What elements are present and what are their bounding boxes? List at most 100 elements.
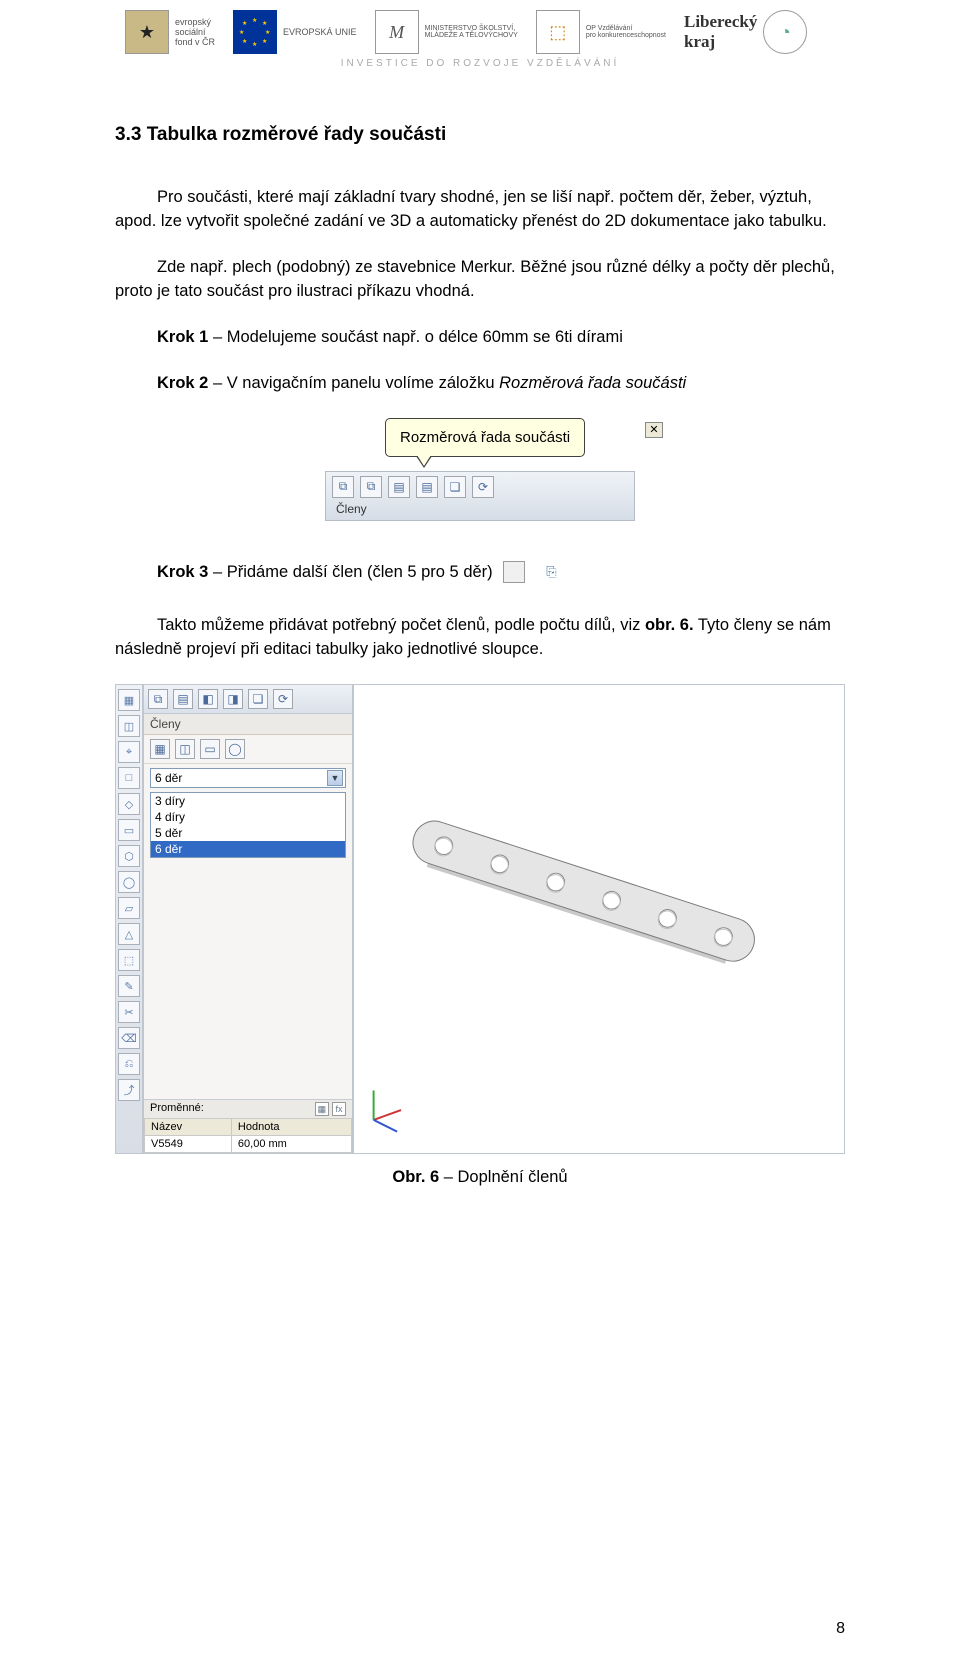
caption-rest: – Doplnění členů <box>439 1168 567 1186</box>
logo-esf: ★ evropský sociální fond v ČR <box>125 10 215 54</box>
krok2-pre: – V navigačním panelu volíme záložku <box>208 374 499 392</box>
logo-msmt-l1: MINISTERSTVO ŠKOLSTVÍ, <box>425 25 518 32</box>
app-screenshot-figure: ▦◫⌖□◇▭⬡◯▱△⬚✎✂⌫⎌⤴ ⧉▤◧◨❏⟳ Členy ▦◫▭◯ 6 děr… <box>115 684 845 1154</box>
para3-a: Takto můžeme přidávat potřebný počet čle… <box>157 616 645 634</box>
krok3-label: Krok 3 <box>157 563 208 581</box>
tb-icon-2[interactable]: ⧉ <box>360 476 382 498</box>
member-combo[interactable]: 6 děr ▼ <box>150 768 346 788</box>
logo-lib-l1: Liberecký <box>684 12 757 31</box>
model-canvas[interactable] <box>353 684 845 1154</box>
tooltip-text: Rozměrová řada součásti <box>400 429 570 446</box>
para3-bold: obr. 6. <box>645 616 694 634</box>
krok3-text: – Přidáme další člen (člen 5 pro 5 děr) <box>208 563 492 581</box>
list-item[interactable]: 3 díry <box>151 793 345 809</box>
vtoolbar-icon-14[interactable]: ⎌ <box>118 1053 140 1075</box>
lp-top-icon-1[interactable]: ▤ <box>173 689 193 709</box>
vtoolbar-icon-0[interactable]: ▦ <box>118 689 140 711</box>
vtoolbar-icon-3[interactable]: □ <box>118 767 140 789</box>
list-item[interactable]: 5 děr <box>151 825 345 841</box>
logo-op-l1: OP Vzdělávání <box>586 25 666 32</box>
vertical-toolbar: ▦ ◫ ⌖ □ ◇ ▭ ⬡ ◯ ▱ △ ⬚ ✎ ✂ ⌫ ⎌ ⤴ <box>115 684 143 1154</box>
var-name-cell: V5549 <box>145 1136 232 1153</box>
tb-icon-3[interactable]: ▤ <box>388 476 410 498</box>
krok2-italic: Rozměrová řada součásti <box>499 374 686 392</box>
var-th-name: Název <box>145 1119 232 1136</box>
paragraph-3: Takto můžeme přidávat potřebný počet čle… <box>115 614 845 662</box>
var-value-cell: 60,00 mm <box>231 1136 351 1153</box>
krok2-label: Krok 2 <box>157 374 208 392</box>
tooltip-toolbar: ⧉ ⧉ ▤ ▤ ❏ ⟳ Členy <box>325 471 635 521</box>
variables-label: Proměnné: <box>150 1102 204 1116</box>
add-member-icon[interactable]: ⎘ <box>503 561 525 583</box>
krok2-line: Krok 2 – V navigačním panelu volíme zálo… <box>115 372 845 396</box>
paragraph-2: Zde např. plech (podobný) ze stavebnice … <box>115 258 835 300</box>
lp-row-icon-2[interactable]: ▭ <box>200 739 220 759</box>
krok1-label: Krok 1 <box>157 328 208 346</box>
logo-op-l2: pro konkurenceschopnost <box>586 32 666 39</box>
table-row[interactable]: V5549 60,00 mm <box>145 1136 352 1153</box>
header-logo-strip: ★ evropský sociální fond v ČR ★★ ★★ ★★ ★… <box>115 10 845 54</box>
paragraph-1: Pro součásti, které mají základní tvary … <box>115 188 827 230</box>
lp-top-icon-2[interactable]: ◧ <box>198 689 218 709</box>
lp-bottom: Proměnné: ▦ fx Název Hodnota V5549 60,00… <box>144 1099 352 1153</box>
vtoolbar-icon-4[interactable]: ◇ <box>118 793 140 815</box>
tb-icon-5[interactable]: ❏ <box>444 476 466 498</box>
lp-section-label: Členy <box>144 714 352 735</box>
tooltip-bubble: Rozměrová řada součásti <box>385 418 585 457</box>
var-icon-2[interactable]: fx <box>332 1102 346 1116</box>
tb-icon-6[interactable]: ⟳ <box>472 476 494 498</box>
logo-esf-l2: sociální <box>175 27 215 37</box>
vtoolbar-icon-10[interactable]: ⬚ <box>118 949 140 971</box>
logo-eu: ★★ ★★ ★★ ★★ EVROPSKÁ UNIE <box>233 10 357 54</box>
lp-top-icon-4[interactable]: ❏ <box>248 689 268 709</box>
tb-icon-1[interactable]: ⧉ <box>332 476 354 498</box>
vtoolbar-icon-5[interactable]: ▭ <box>118 819 140 841</box>
var-icon-1[interactable]: ▦ <box>315 1102 329 1116</box>
lp-top-icons: ⧉▤◧◨❏⟳ <box>144 685 352 714</box>
logo-esf-l3: fond v ČR <box>175 37 215 47</box>
var-th-value: Hodnota <box>231 1119 351 1136</box>
combo-dropdown-icon[interactable]: ▼ <box>327 770 343 786</box>
vtoolbar-icon-11[interactable]: ✎ <box>118 975 140 997</box>
caption-bold: Obr. 6 <box>392 1168 439 1186</box>
krok3-line: Krok 3 – Přidáme další člen (člen 5 pro … <box>115 561 845 585</box>
lp-top-icon-3[interactable]: ◨ <box>223 689 243 709</box>
vtoolbar-icon-15[interactable]: ⤴ <box>118 1079 140 1101</box>
tb-icon-4[interactable]: ▤ <box>416 476 438 498</box>
vtoolbar-icon-7[interactable]: ◯ <box>118 871 140 893</box>
invest-tagline: INVESTICE DO ROZVOJE VZDĚLÁVÁNÍ <box>115 58 845 69</box>
vtoolbar-icon-6[interactable]: ⬡ <box>118 845 140 867</box>
logo-msmt-l2: MLÁDEŽE A TĚLOVÝCHOVY <box>425 32 518 39</box>
lp-top-icon-0[interactable]: ⧉ <box>148 689 168 709</box>
left-panel: ⧉▤◧◨❏⟳ Členy ▦◫▭◯ 6 děr ▼ 3 díry4 díry5 … <box>143 684 353 1154</box>
variables-table: Název Hodnota V5549 60,00 mm <box>144 1118 352 1153</box>
logo-liberecky: Liberecký kraj ◔ <box>684 10 807 54</box>
krok1-text: – Modelujeme součást např. o délce 60mm … <box>208 328 623 346</box>
lp-row-icon-3[interactable]: ◯ <box>225 739 245 759</box>
vtoolbar-icon-2[interactable]: ⌖ <box>118 741 140 763</box>
lp-row-icons: ▦◫▭◯ <box>144 735 352 764</box>
tooltip-close-button[interactable]: ✕ <box>645 422 663 438</box>
vtoolbar-icon-8[interactable]: ▱ <box>118 897 140 919</box>
page-number: 8 <box>836 1620 845 1638</box>
vtoolbar-icon-9[interactable]: △ <box>118 923 140 945</box>
logo-op: ⬚ OP Vzdělávání pro konkurenceschopnost <box>536 10 666 54</box>
member-listbox[interactable]: 3 díry4 díry5 děr6 děr <box>150 792 346 858</box>
logo-eu-label: EVROPSKÁ UNIE <box>283 27 357 37</box>
vtoolbar-icon-13[interactable]: ⌫ <box>118 1027 140 1049</box>
logo-lib-l2: kraj <box>684 32 715 51</box>
lp-row-icon-1[interactable]: ◫ <box>175 739 195 759</box>
krok1-line: Krok 1 – Modelujeme součást např. o délc… <box>115 326 845 350</box>
vtoolbar-icon-12[interactable]: ✂ <box>118 1001 140 1023</box>
list-item[interactable]: 4 díry <box>151 809 345 825</box>
lp-top-icon-5[interactable]: ⟳ <box>273 689 293 709</box>
lp-row-icon-0[interactable]: ▦ <box>150 739 170 759</box>
tooltip-figure: Rozměrová řada součásti ✕ ⧉ ⧉ ▤ ▤ ❏ ⟳ Čl… <box>325 418 635 521</box>
list-item[interactable]: 6 děr <box>151 841 345 857</box>
logo-msmt: M MINISTERSTVO ŠKOLSTVÍ, MLÁDEŽE A TĚLOV… <box>375 10 518 54</box>
logo-esf-l1: evropský <box>175 17 215 27</box>
section-heading: 3.3 Tabulka rozměrové řady součásti <box>115 124 845 146</box>
combo-value: 6 děr <box>155 771 182 785</box>
vtoolbar-icon-1[interactable]: ◫ <box>118 715 140 737</box>
tooltip-toolbar-label: Členy <box>332 500 628 516</box>
